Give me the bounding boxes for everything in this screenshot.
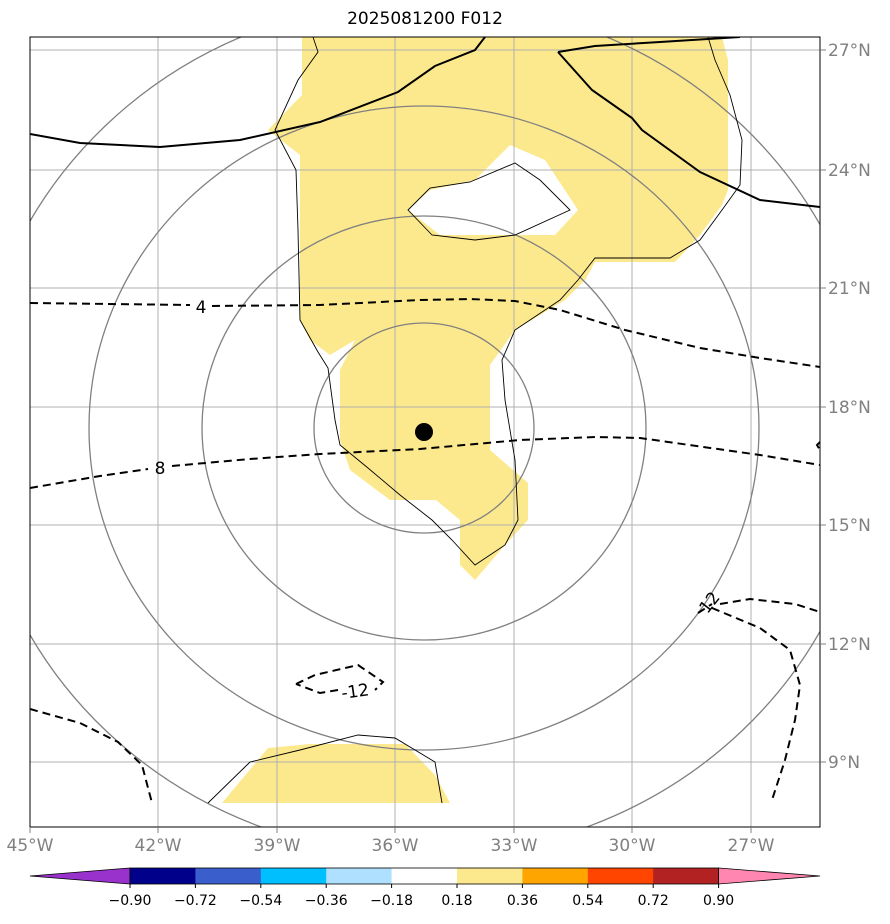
y-tick-label: 27°N [828,41,871,61]
colorbar-tick-label: 0.72 [638,893,669,909]
map-frame [29,36,821,828]
x-tick-label: 33°W [491,836,538,856]
colorbar-segment [195,868,262,884]
colorbar: −0.90 −0.72 −0.54 −0.36 −0.18 0.18 0.36 0.54 0.7… [29,867,821,909]
colorbar-tick-label: −0.54 [239,893,282,909]
colorbar-extend-min [29,867,131,885]
colorbar-tick-label: −0.90 [109,893,152,909]
x-tick-label: 27°W [728,836,775,856]
x-tick-label: 42°W [135,836,182,856]
colorbar-segment [130,868,196,884]
contour-label-8: 8 [155,459,166,479]
dashed-contours [30,297,820,804]
contour-label-neg12: -12 [340,680,370,704]
y-tick-label: 18°N [828,398,871,418]
colorbar-segment [260,868,327,884]
colorbar-outline [129,867,719,885]
thick-contour [30,37,820,208]
contour-label-12: 12 [696,588,725,617]
colorbar-tick-label: −0.72 [174,893,217,909]
colorbar-tick-label: 0.54 [572,893,603,909]
colorbar-segment [587,868,654,884]
contour-label-4: 4 [196,298,207,318]
range-rings [30,37,820,827]
thin-contour [207,37,743,804]
y-tick-label: 15°N [828,516,871,536]
y-tick-label: 21°N [828,279,871,299]
x-tick-label: 30°W [609,836,656,856]
colorbar-tick-label: 0.18 [441,893,472,909]
longitude-labels: 45°W 42°W 39°W 36°W 33°W 30°W 27°W [7,836,775,856]
axis-ticks [29,49,826,833]
colorbar-segment [653,868,720,884]
colorbar-tick-label: 0.36 [507,893,538,909]
map-area: 4 8 12 -12 [30,37,820,827]
y-tick-label: 9°N [828,753,860,773]
lat-lon-grid [30,37,820,827]
colorbar-tick-label: −0.36 [305,893,348,909]
map-title: 2025081200 F012 [347,9,503,29]
y-tick-label: 24°N [828,161,871,181]
storm-center-marker [415,423,433,441]
colorbar-segment [457,868,523,884]
x-tick-label: 39°W [254,836,301,856]
positive-shading [222,37,728,803]
colorbar-segment [326,868,393,884]
colorbar-extend-max [718,867,821,885]
x-tick-label: 36°W [372,836,419,856]
y-tick-label: 12°N [828,635,871,655]
latitude-labels: 27°N 24°N 21°N 18°N 15°N 12°N 9°N [828,41,871,773]
colorbar-tick-label: 0.90 [703,893,734,909]
x-tick-label: 45°W [7,836,54,856]
colorbar-tick-label: −0.18 [370,893,413,909]
colorbar-segment [391,868,458,884]
colorbar-segment [522,868,589,884]
